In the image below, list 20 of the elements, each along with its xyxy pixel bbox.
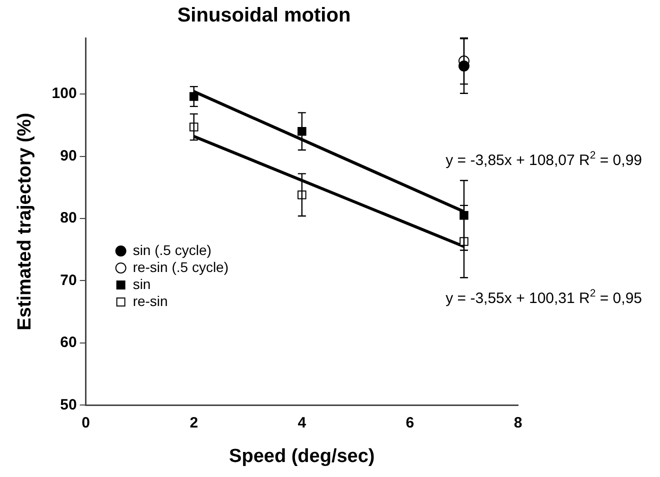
x-tick-label: 6 <box>406 414 414 432</box>
legend-label: re-sin <box>132 292 168 309</box>
legend-label: sin <box>132 276 151 292</box>
y-tick-label: 60 <box>60 334 77 352</box>
point <box>189 92 198 101</box>
y-tick-label: 70 <box>60 272 77 289</box>
chart-title: Sinusoidal motion <box>177 4 351 27</box>
y-axis-title: Estimated trajectory (%) <box>14 112 36 330</box>
x-axis-title: Speed (deg/sec) <box>229 446 375 467</box>
y-tick-label: 80 <box>60 210 77 227</box>
y-tick-label: 50 <box>60 396 77 414</box>
x-tick-label: 2 <box>190 414 198 432</box>
y-tick-label: 90 <box>60 147 77 164</box>
legend-label: sin (.5 cycle) <box>132 242 212 258</box>
x-tick-label: 4 <box>298 414 307 432</box>
x-tick-label: 8 <box>514 414 522 432</box>
y-tick-label: 100 <box>52 85 77 102</box>
point <box>460 210 468 220</box>
legend-label: re-sin (.5 cycle) <box>132 258 229 275</box>
x-tick-label: 0 <box>82 414 90 432</box>
